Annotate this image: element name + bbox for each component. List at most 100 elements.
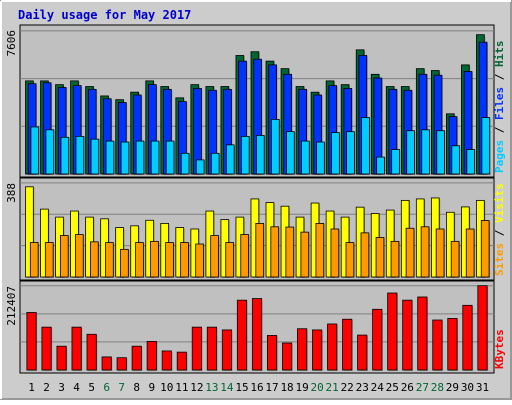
bar-sites-day-29 [450,240,460,278]
x-tick-label-day-6: 6 [103,381,110,394]
bar-sites-day-3 [59,235,69,278]
legend-separator: / [493,67,506,87]
bar-kbytes-day-24 [372,308,383,371]
x-tick-label-day-17: 17 [265,381,278,394]
bar-pages-day-5 [90,138,100,175]
bar-kbytes-day-5 [86,333,97,371]
legend-entry-files: Files [493,87,506,120]
bar-kbytes-day-6 [101,356,112,371]
x-tick-label-day-25: 25 [386,381,399,394]
bar-sites-day-10 [165,242,174,278]
legend-entry-kbytes: KBytes [493,329,506,369]
bar-pages-day-12 [195,159,205,175]
x-tick-label-day-28: 28 [431,381,444,394]
bar-kbytes-day-4 [71,326,82,371]
bar-pages-day-19 [301,140,310,175]
bar-sites-day-6 [105,242,114,278]
bar-kbytes-day-23 [357,334,368,371]
bar-sites-day-8 [135,242,144,278]
bar-pages-day-18 [286,131,295,175]
bar-pages-day-4 [75,135,85,175]
bar-pages-day-24 [376,156,385,175]
bar-kbytes-day-13 [206,326,217,371]
panel-visits: 388 Sites / Visits [5,177,506,281]
x-tick-label-day-13: 13 [205,381,218,394]
panel-kbytes: 212407 KBytes [5,280,506,374]
bar-pages-day-9 [150,140,160,175]
bar-kbytes-day-8 [131,345,142,371]
legend-separator: / [493,120,506,140]
x-tick-label-day-22: 22 [341,381,354,394]
bar-kbytes-day-28 [432,319,443,371]
bar-sites-day-28 [435,228,445,278]
bar-kbytes-day-7 [116,357,127,371]
bar-sites-day-31 [480,220,490,278]
legend-entry-pages: Pages [493,140,506,173]
bar-visits-day-1 [25,186,34,278]
bar-sites-day-25 [390,240,400,278]
bar-pages-day-6 [105,140,115,175]
x-tick-label-day-21: 21 [326,381,339,394]
bar-kbytes-day-10 [161,350,172,371]
panel-legend: Pages / Files / Hits [493,41,506,174]
legend-entry-hits: Hits [493,41,506,68]
x-tick-label-day-3: 3 [58,381,65,394]
bar-pages-day-23 [361,117,370,175]
bar-pages-day-13 [210,152,220,175]
bar-pages-day-11 [180,152,190,175]
x-tick-label-day-16: 16 [250,381,263,394]
bar-sites-day-18 [285,226,295,278]
bar-kbytes-day-21 [327,323,338,371]
bar-sites-day-27 [420,226,430,278]
bar-pages-day-30 [466,149,476,175]
bar-kbytes-day-11 [176,351,187,371]
bar-kbytes-day-29 [447,318,458,371]
bar-kbytes-day-22 [342,318,353,371]
bar-pages-day-15 [240,135,250,175]
bar-pages-day-1 [30,126,40,175]
bar-sites-day-16 [255,223,265,278]
bar-pages-day-2 [45,129,55,175]
bar-kbytes-day-16 [251,298,263,371]
bar-kbytes-day-30 [462,304,473,371]
bar-sites-day-7 [120,248,129,278]
bar-pages-day-3 [60,136,70,175]
x-tick-label-day-24: 24 [371,381,385,394]
x-tick-label-day-30: 30 [461,381,474,394]
x-tick-label-day-9: 9 [148,381,155,394]
bar-sites-day-17 [270,226,280,278]
bar-kbytes-day-12 [191,326,202,371]
bar-sites-day-23 [360,232,370,278]
bar-sites-day-14 [225,242,234,278]
bar-sites-day-2 [44,242,54,278]
bar-kbytes-day-26 [402,299,413,371]
bar-sites-day-11 [180,242,189,278]
bar-sites-day-26 [405,227,415,278]
panel-legend: KBytes [493,329,506,369]
x-tick-label-day-31: 31 [476,381,489,394]
bar-pages-day-16 [255,135,265,175]
bar-pages-day-26 [406,130,415,175]
x-tick-label-day-14: 14 [220,381,234,394]
bar-pages-day-20 [316,141,325,175]
x-tick-label-day-27: 27 [416,381,429,394]
x-tick-label-day-10: 10 [160,381,173,394]
x-tick-label-day-4: 4 [73,381,80,394]
bar-sites-day-1 [29,242,39,278]
bar-kbytes-day-27 [417,296,428,371]
legend-entry-visits: Visits [493,183,506,223]
bar-kbytes-day-14 [221,329,232,371]
bar-sites-day-24 [375,237,385,278]
bar-sites-day-12 [195,243,204,278]
legend-separator: / [493,223,506,243]
bar-kbytes-day-20 [312,329,323,371]
x-tick-label-day-5: 5 [88,381,95,394]
bar-sites-day-22 [345,242,355,278]
x-tick-label-day-2: 2 [43,381,50,394]
bar-sites-day-19 [300,231,310,278]
bar-pages-day-8 [135,140,145,175]
x-tick-label-day-1: 1 [28,381,35,394]
y-max-label: 7606 [5,30,18,57]
